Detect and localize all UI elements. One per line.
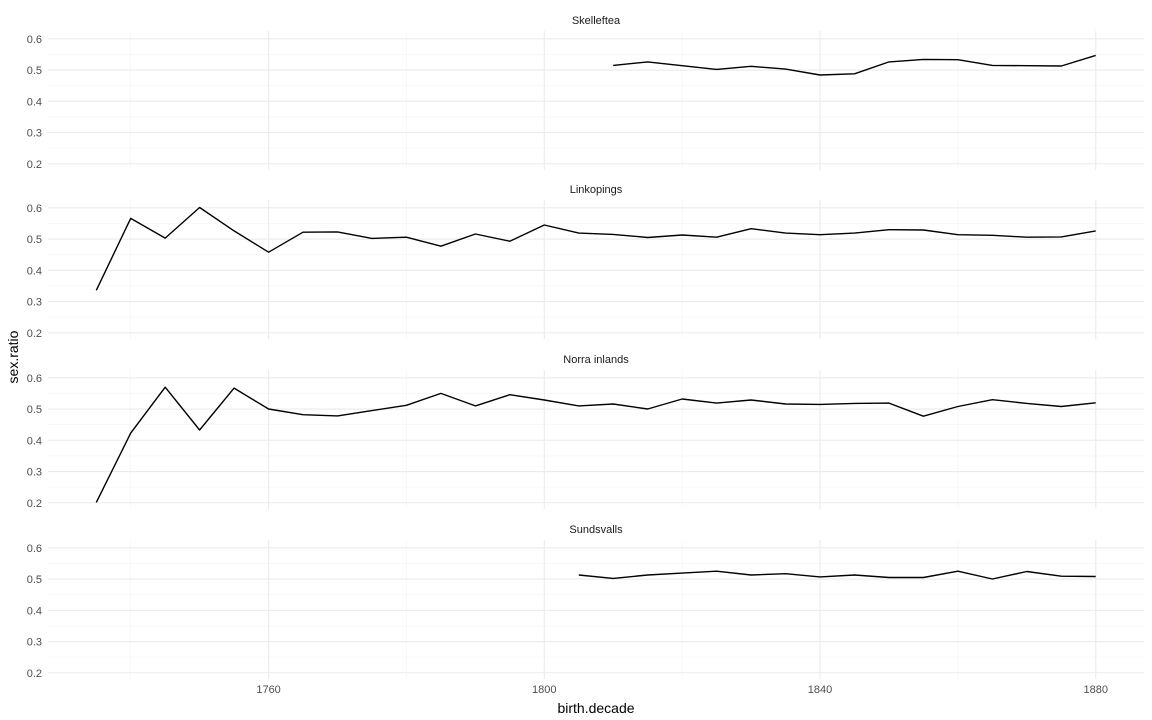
x-tick-label: 1760 [256, 684, 280, 696]
y-tick-label: 0.2 [27, 498, 42, 510]
y-tick-label: 0.4 [27, 96, 42, 108]
x-tick-label: 1800 [532, 684, 556, 696]
chart-panels: 0.2 0.3 0.4 0.5 0.6 Skelleftea 0.2 0.3 0.4 0.5 0.6… [27, 15, 1144, 680]
y-tick-label: 0.6 [27, 34, 42, 46]
y-axis-title: sex.ratio [5, 330, 21, 383]
facet-strip-label: Sundsvalls [569, 524, 623, 536]
facet-strip-label: Norra inlands [563, 354, 629, 366]
series-line [95, 206, 1096, 291]
y-tick-label: 0.4 [27, 265, 42, 277]
y-tick-label: 0.3 [27, 637, 42, 649]
series-line [613, 54, 1096, 76]
x-axis: 1760 1800 1840 1880 [256, 684, 1108, 696]
x-axis-title: birth.decade [557, 700, 634, 716]
y-tick-label: 0.6 [27, 543, 42, 555]
y-tick-label: 0.5 [27, 404, 42, 416]
y-tick-label: 0.2 [27, 668, 42, 680]
y-tick-label: 0.3 [27, 297, 42, 309]
x-tick-label: 1880 [1084, 684, 1108, 696]
facet-panel: 0.2 0.3 0.4 0.5 0.6 Skelleftea [27, 15, 1144, 171]
facet-panel: 0.2 0.3 0.4 0.5 0.6 Linkopings [27, 184, 1144, 340]
series-line [95, 386, 1096, 503]
facet-strip-label: Skelleftea [572, 15, 621, 27]
y-tick-label: 0.3 [27, 128, 42, 140]
facet-panel: 0.2 0.3 0.4 0.5 0.6 Norra inlands [27, 354, 1144, 510]
series-line [578, 570, 1096, 580]
facet-strip-label: Linkopings [570, 184, 623, 196]
y-tick-label: 0.6 [27, 373, 42, 385]
y-tick-label: 0.5 [27, 234, 42, 246]
y-tick-label: 0.6 [27, 203, 42, 215]
y-tick-label: 0.4 [27, 435, 42, 447]
y-tick-label: 0.3 [27, 467, 42, 479]
y-tick-label: 0.2 [27, 328, 42, 340]
y-tick-label: 0.5 [27, 574, 42, 586]
x-tick-label: 1840 [808, 684, 832, 696]
facet-panel: 0.2 0.3 0.4 0.5 0.6 Sundsvalls [27, 524, 1144, 680]
y-tick-label: 0.5 [27, 65, 42, 77]
y-tick-label: 0.4 [27, 605, 42, 617]
y-tick-label: 0.2 [27, 159, 42, 171]
